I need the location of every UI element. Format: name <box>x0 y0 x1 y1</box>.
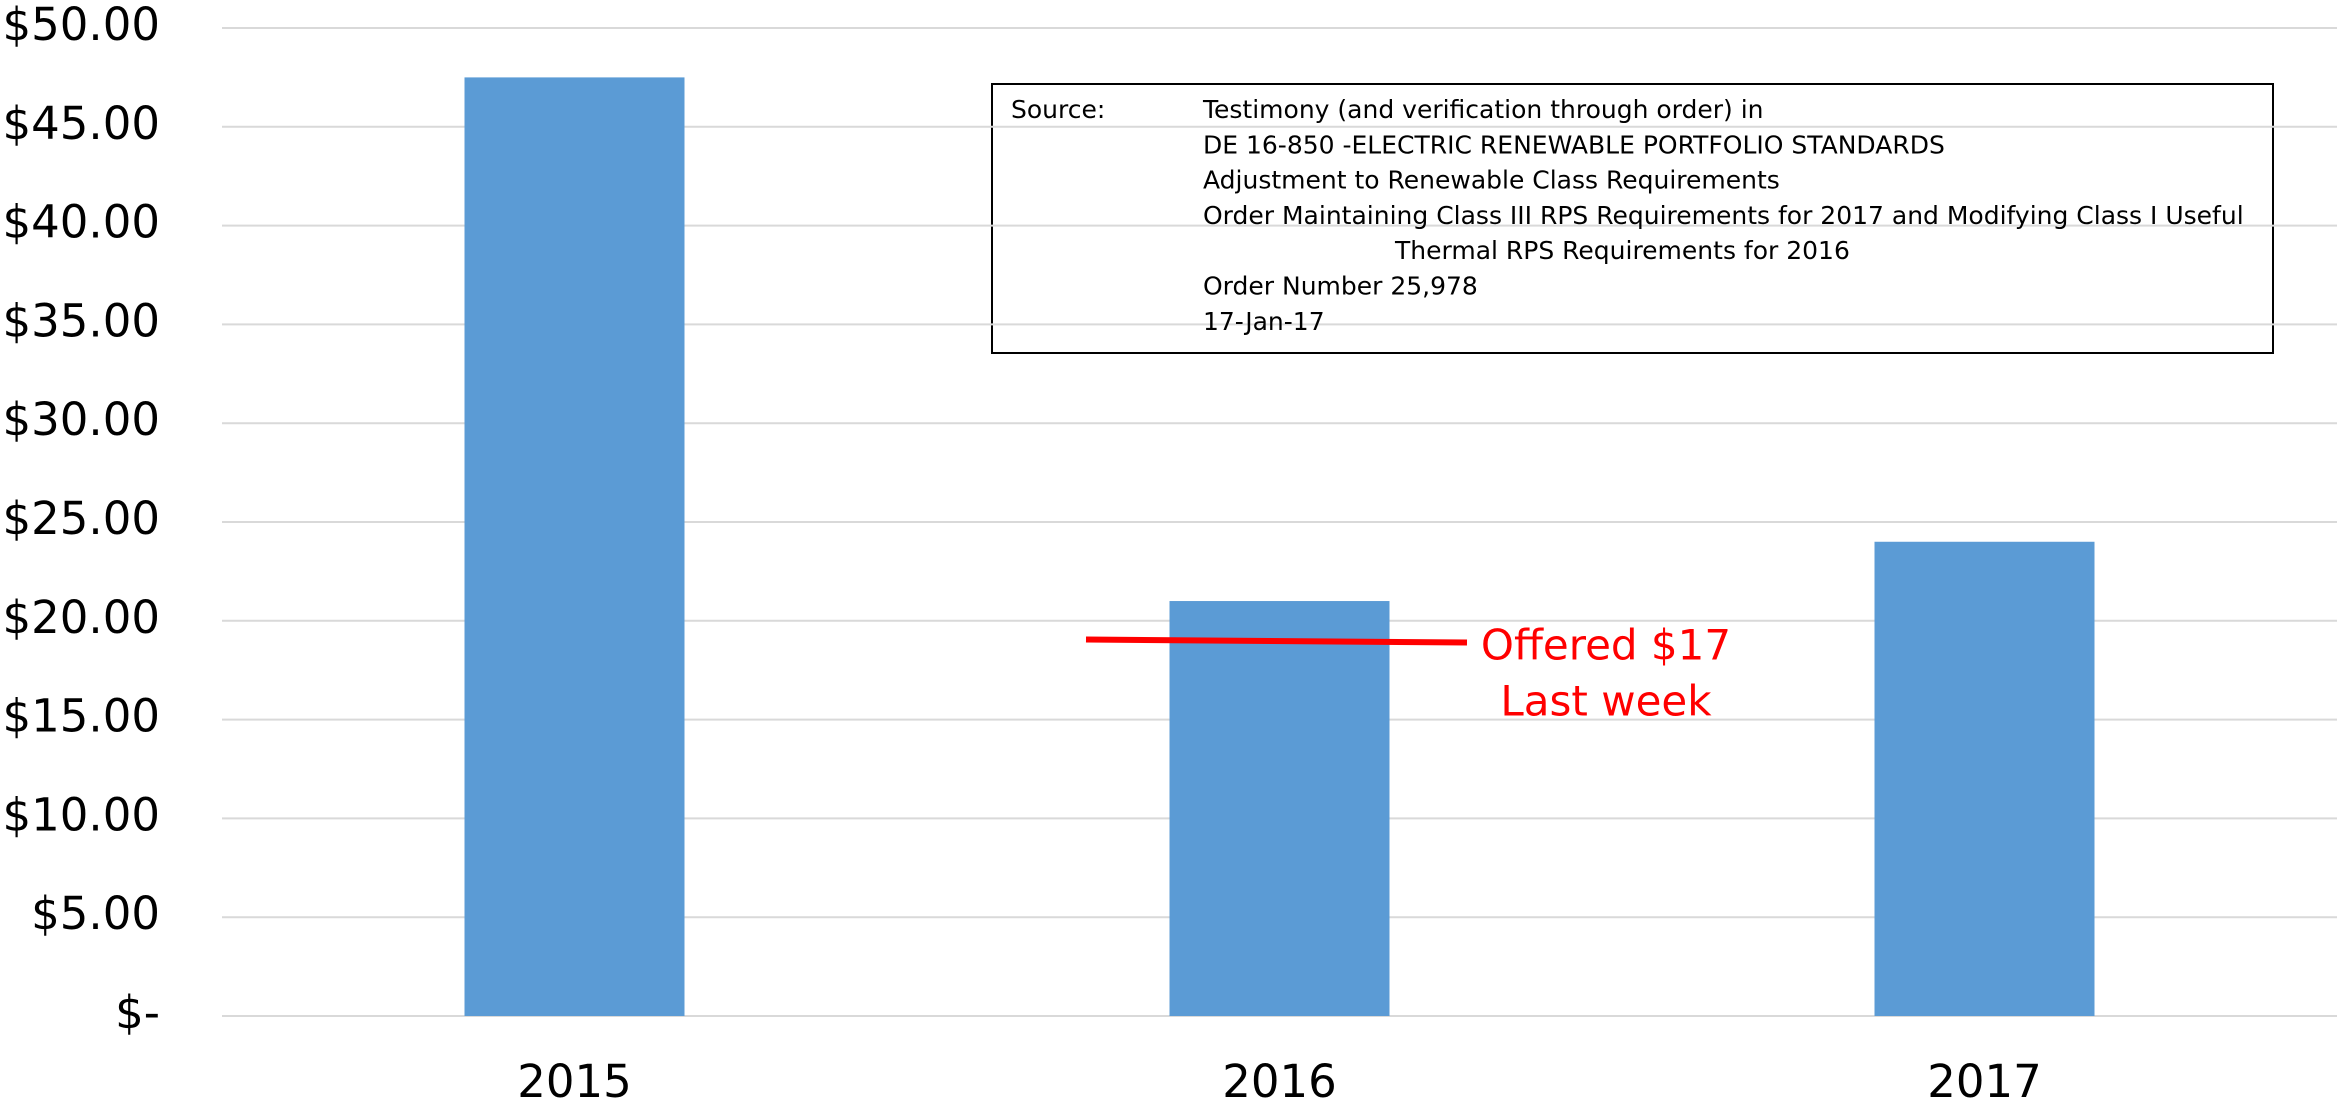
source-line: Thermal RPS Requirements for 2016 <box>1394 236 1850 265</box>
page: Source: $- $5.00 $10.00 $15.00 $20.00 $25.00 $… <box>0 0 2351 1108</box>
source-label: Source: <box>1011 95 1105 124</box>
y-tick-label: $20.00 <box>3 591 160 644</box>
source-line: Order Number 25,978 <box>1203 272 1478 301</box>
source-line: Adjustment to Renewable Class Requiremen… <box>1203 166 1780 195</box>
source-line: 17-Jan-17 <box>1203 307 1325 336</box>
y-tick-label: $10.00 <box>3 788 160 841</box>
y-tick-label: $35.00 <box>3 294 160 347</box>
y-tick-label: $50.00 <box>3 0 160 51</box>
bar <box>1875 542 2095 1016</box>
source-line: DE 16-850 -ELECTRIC RENEWABLE PORTFOLIO … <box>1203 130 1945 159</box>
chart: Source: $- $5.00 $10.00 $15.00 $20.00 $25.00 $… <box>0 0 2351 1108</box>
x-tick-label: 2017 <box>1927 1055 2042 1108</box>
y-tick-label: $40.00 <box>3 196 160 249</box>
y-tick-label: $15.00 <box>3 690 160 743</box>
reference-line <box>1086 640 1467 643</box>
y-tick-label: $5.00 <box>31 887 160 940</box>
y-tick-label: $30.00 <box>3 393 160 446</box>
x-tick-label: 2016 <box>1222 1055 1337 1108</box>
y-tick-label: $45.00 <box>3 97 160 150</box>
y-tick-label: $- <box>115 986 160 1039</box>
bar <box>465 77 685 1016</box>
x-tick-label: 2015 <box>517 1055 632 1108</box>
reference-label: Last week <box>1500 677 1712 726</box>
y-tick-label: $25.00 <box>3 492 160 545</box>
source-line: Order Maintaining Class III RPS Requirem… <box>1203 201 2244 230</box>
bar <box>1170 601 1390 1016</box>
source-line: Testimony (and verification through orde… <box>1202 95 1764 124</box>
reference-label: Offered $17 <box>1481 621 1731 670</box>
